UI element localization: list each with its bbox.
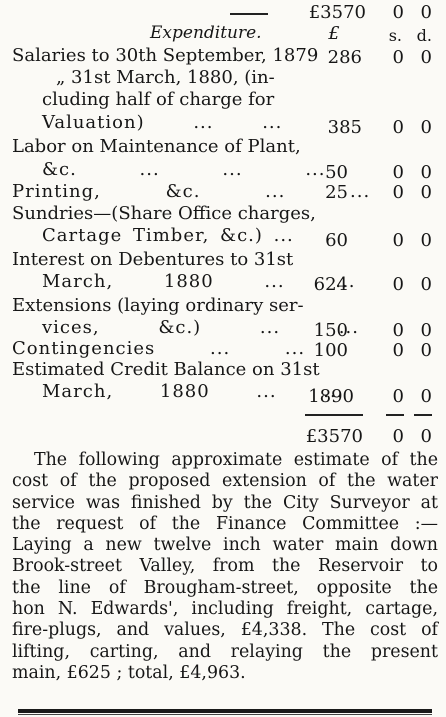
paragraph-line: the request of the Finance Committee :— (12, 513, 438, 534)
line-shillings: 0 (392, 274, 404, 295)
line-pence: 0 (420, 230, 432, 251)
line-shillings: 0 (392, 47, 404, 68)
line-pence: 0 (420, 47, 432, 68)
line-text: Sundries—(Share Office charges, (12, 203, 316, 224)
line-amount: 1890 (308, 386, 354, 407)
line-text: Salaries to 30th September, 1879 (12, 45, 319, 66)
line-pence: 0 (420, 117, 432, 138)
line-text: Contingencies ... ... (12, 338, 306, 359)
line-text: Interest on Debentures to 31st (12, 249, 294, 270)
paragraph-line: cost of the proposed extension of the wa… (12, 471, 438, 492)
total-rule-pounds (305, 414, 363, 416)
line-pence: 0 (420, 320, 432, 341)
line-amount: 50 (325, 162, 348, 183)
top-total-d: 0 (420, 2, 432, 23)
bottom-thin-rule (18, 714, 432, 715)
column-header-pence: d. (416, 26, 432, 45)
column-header-shillings: s. (388, 26, 402, 45)
paragraph-line: Laying a new twelve inch water main down (12, 535, 438, 556)
line-shillings: 0 (392, 230, 404, 251)
line-amount: 624 (313, 274, 348, 295)
paragraph-line-last: main, £625 ; total, £4,963. (12, 662, 246, 683)
grand-total-s: 0 (392, 426, 404, 447)
paragraph-line: The following approximate estimate of th… (34, 450, 438, 470)
line-shillings: 0 (392, 117, 404, 138)
section-title: Expenditure. (150, 23, 262, 43)
paragraph-line: fire-plugs, and values, £4,338. The cost… (12, 620, 438, 641)
top-total-amount: £3570 (308, 2, 366, 23)
top-rule (230, 13, 268, 15)
line-pence: 0 (420, 182, 432, 203)
line-text: March, 1880 ... ... (42, 381, 344, 402)
line-shillings: 0 (392, 340, 404, 361)
line-amount: 25 (325, 182, 348, 203)
paragraph-line: lifting, carting, and relaying the prese… (12, 641, 438, 662)
line-text: &c. ... ... ... (42, 159, 326, 180)
line-amount: 150 (313, 320, 348, 341)
line-text: vices, &c.) ... ... (42, 317, 359, 338)
line-shillings: 0 (392, 162, 404, 183)
paragraph-line: service was finished by the City Surveyo… (12, 492, 438, 513)
grand-total-d: 0 (420, 426, 432, 447)
grand-total-amount: £3570 (305, 426, 363, 447)
line-shillings: 0 (392, 182, 404, 203)
line-text: Cartage Timber, &c.) ... (42, 225, 294, 246)
line-pence: 0 (420, 386, 432, 407)
line-amount: 286 (327, 47, 362, 68)
top-total-s: 0 (392, 2, 404, 23)
line-shillings: 0 (392, 320, 404, 341)
line-text: Valuation) ... ... (42, 112, 283, 133)
line-amount: 385 (327, 117, 362, 138)
line-shillings: 0 (392, 386, 404, 407)
line-text: Extensions (laying ordinary ser- (12, 295, 304, 316)
line-text: „ 31st March, 1880, (in- (56, 67, 275, 88)
column-header-pounds: £ (328, 23, 340, 44)
bottom-double-rule (18, 709, 432, 713)
line-text: Printing, &c. ... ... (12, 181, 371, 202)
total-rule-shillings (386, 414, 404, 416)
line-amount: 60 (325, 230, 348, 251)
line-text: cluding half of charge for (42, 89, 275, 110)
paragraph-line: Brook-street Valley, from the Reservoir … (12, 556, 438, 577)
paragraph-line: the line of Brougham-street, opposite th… (12, 577, 438, 598)
paragraph-line: hon N. Edwards', including freight, cart… (12, 599, 438, 620)
estimate-paragraph: The following approximate estimate of th… (12, 450, 438, 684)
line-amount: 100 (313, 340, 348, 361)
line-pence: 0 (420, 340, 432, 361)
line-pence: 0 (420, 162, 432, 183)
line-text: Labor on Maintenance of Plant, (12, 136, 301, 157)
line-text: March, 1880 ... ... (42, 271, 356, 292)
total-rule-pence (414, 414, 432, 416)
line-text: Estimated Credit Balance on 31st (12, 359, 320, 380)
line-pence: 0 (420, 274, 432, 295)
